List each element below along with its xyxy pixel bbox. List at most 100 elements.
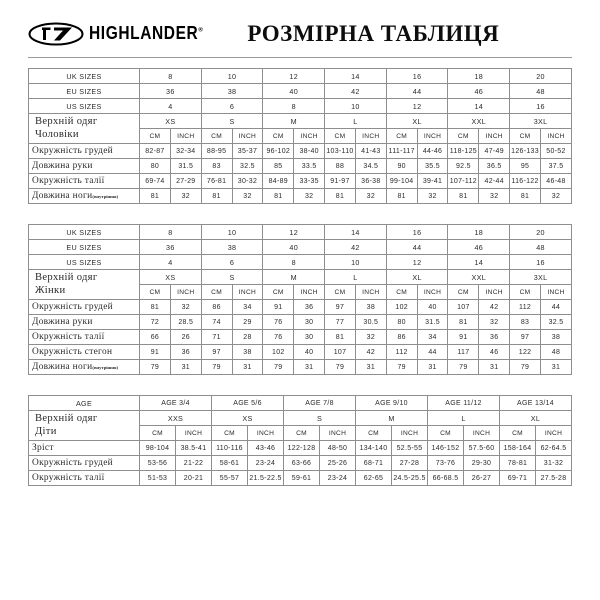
measurement-value-cell: 32-34: [169, 143, 202, 159]
measurement-value-cell: 74: [200, 314, 233, 330]
measurement-value-cell: 107: [447, 299, 480, 315]
size-table-kids-wrapper: AGE AGE 3/4 AGE 5/6 AGE 7/8 AGE 9/10 AGE 11/1…: [28, 395, 572, 486]
size-value-cell: 4: [139, 98, 202, 114]
header-divider: [28, 57, 572, 58]
table-row: Верхній одяг Діти XXS XS S M L XL: [28, 410, 572, 441]
sizes-row-label: EU SIZES: [28, 239, 140, 255]
size-name-cell: S: [283, 410, 356, 426]
sizes-row-label: US SIZES: [28, 254, 140, 270]
unit-cell-inch: INCH: [416, 284, 449, 300]
unit-cell-cm: CM: [262, 284, 295, 300]
measurement-label: Довжина руки: [28, 158, 140, 174]
measurement-label: Окружність талії: [28, 470, 140, 486]
unit-cell-cm: CM: [211, 425, 248, 441]
size-value-cell: 14: [324, 68, 387, 84]
measurement-value-cell: 110-116: [211, 440, 248, 456]
unit-cell-cm: CM: [385, 128, 418, 144]
size-value-cell: 46: [447, 83, 511, 99]
table-row: Окружність грудей 53-56 21-22 58-61 23-24 63-…: [28, 455, 572, 471]
size-value-cell: 48: [509, 83, 572, 99]
unit-cell-cm: CM: [355, 425, 392, 441]
size-name-cell: XXS: [139, 410, 212, 426]
category-label-line1: Верхній одяг: [35, 412, 98, 424]
unit-cell-inch: INCH: [354, 284, 387, 300]
measurement-value-cell: 107: [324, 344, 356, 360]
size-table-men: UK SIZES 8 10 12 14 16 18 20 EU SIZES 36 38 40 42 44 4…: [28, 68, 573, 204]
measurement-value-cell: 122-128: [283, 440, 320, 456]
measurement-value-cell: 27.5-28: [535, 470, 572, 486]
measurement-value-cell: 21.5-22.5: [247, 470, 284, 486]
unit-cell-cm: CM: [509, 284, 541, 300]
measurement-label: Окружність талії: [28, 329, 140, 345]
unit-cell-inch: INCH: [247, 425, 284, 441]
measurement-value-cell: 30: [293, 314, 326, 330]
measurement-value-cell: 20-21: [175, 470, 212, 486]
size-value-cell: 16: [509, 254, 572, 270]
unit-cell-inch: INCH: [539, 284, 573, 300]
size-value-cell: 4: [139, 254, 202, 270]
size-value-cell: 8: [262, 98, 326, 114]
measurement-value-cell: 25-26: [319, 455, 356, 471]
measurement-value-cell: 117: [447, 344, 480, 360]
measurement-value-cell: 112: [509, 299, 541, 315]
measurement-value-cell: 97: [200, 344, 233, 360]
category-label-line2: Чоловіки: [35, 128, 79, 140]
measurement-value-cell: 31: [231, 359, 264, 375]
size-value-cell: 12: [385, 98, 449, 114]
category-label-line2: Діти: [35, 425, 57, 437]
unit-cell-inch: INCH: [169, 128, 202, 144]
table-row: Верхній одяг Жінки XS S M L XL XXL 3XL: [28, 269, 572, 300]
measurement-value-cell: 68-71: [355, 455, 392, 471]
size-name-cell: M: [262, 113, 326, 129]
measurement-value-cell: 46-48: [539, 173, 573, 189]
measurement-value-cell: 36: [293, 299, 326, 315]
table-row: Окружність талії 66 26 71 28 76 30 81 32 86 34 91 36…: [28, 329, 573, 345]
measurement-value-cell: 26: [169, 329, 202, 345]
size-name-cell: XS: [139, 269, 202, 285]
measurement-value-cell: 92.5: [447, 158, 480, 174]
size-tables-container: UK SIZES 8 10 12 14 16 18 20 EU SIZES 36 38 40 42 44 4…: [0, 68, 600, 486]
category-label-women: Верхній одяг Жінки: [28, 269, 140, 300]
measurement-value-cell: 98-104: [139, 440, 176, 456]
unit-cell-cm: CM: [385, 284, 418, 300]
measurement-value-cell: 36.5: [478, 158, 511, 174]
measurement-value-cell: 91: [262, 299, 295, 315]
measurement-label: Окружність грудей: [28, 455, 140, 471]
table-row: AGE AGE 3/4 AGE 5/6 AGE 7/8 AGE 9/10 AGE 11/1…: [28, 395, 572, 411]
measurement-value-cell: 88: [324, 158, 356, 174]
measurement-value-cell: 86: [385, 329, 418, 345]
size-value-cell: 10: [200, 224, 264, 240]
size-name-cell: S: [200, 113, 264, 129]
brand-wordmark: HIGHLANDER®: [89, 25, 203, 43]
size-value-cell: 42: [324, 239, 387, 255]
unit-cell-cm: CM: [427, 425, 464, 441]
measurement-value-cell: 57.5-60: [463, 440, 500, 456]
size-value-cell: 38: [200, 83, 264, 99]
measurement-value-cell: 63-66: [283, 455, 320, 471]
measurement-value-cell: 86: [200, 299, 233, 315]
size-value-cell: 6: [200, 98, 264, 114]
measurement-value-cell: 79: [385, 359, 418, 375]
measurement-value-cell: 71: [200, 329, 233, 345]
measurement-value-cell: 30: [293, 329, 326, 345]
unit-cell-inch: INCH: [416, 128, 449, 144]
measurement-value-cell: 32: [478, 188, 511, 204]
table-row: EU SIZES 36 38 40 42 44 46 48: [28, 83, 572, 99]
size-table-men-wrapper: UK SIZES 8 10 12 14 16 18 20 EU SIZES 36 38 40 42 44 4…: [28, 68, 573, 204]
measurement-value-cell: 31: [293, 359, 326, 375]
sizes-row-label: US SIZES: [28, 98, 140, 114]
unit-cell-inch: INCH: [478, 284, 511, 300]
table-gap: [0, 375, 600, 385]
measurement-value-cell: 32: [354, 188, 387, 204]
unit-cell-cm: CM: [262, 128, 295, 144]
measurement-value-cell: 23-24: [319, 470, 356, 486]
size-value-cell: 10: [324, 254, 387, 270]
registered-mark-icon: ®: [198, 27, 204, 34]
brand-name: HIGHLANDER: [89, 23, 199, 44]
unit-cell-inch: INCH: [319, 425, 356, 441]
measurement-value-cell: 78-81: [499, 455, 536, 471]
sizes-row-label: UK SIZES: [28, 68, 140, 84]
measurement-label: Довжина ноги(внутрішня): [28, 359, 140, 375]
measurement-value-cell: 72: [139, 314, 171, 330]
page-title: РОЗМІРНА ТАБЛИЦЯ: [247, 21, 500, 46]
